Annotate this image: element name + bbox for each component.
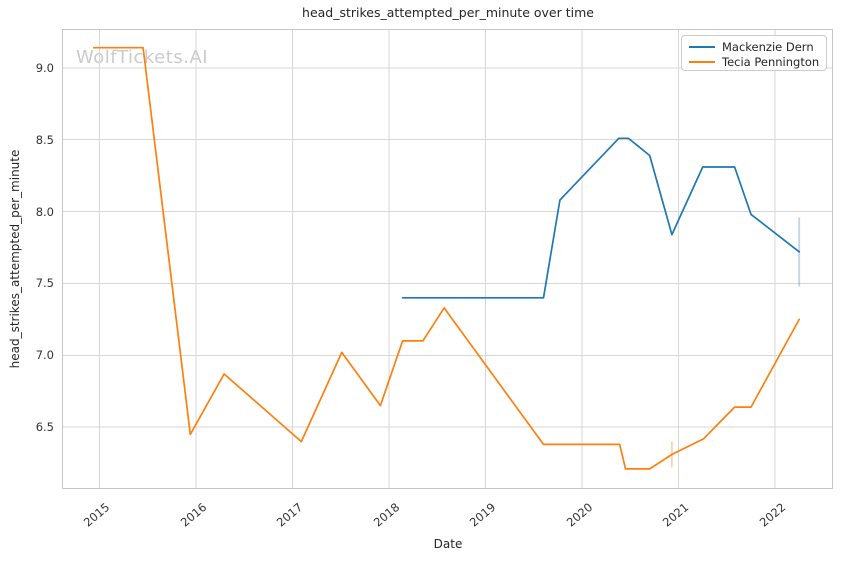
y-tick-label: 8.5 <box>35 132 54 147</box>
x-tick-label: 2018 <box>370 500 403 530</box>
plot-area <box>62 29 833 489</box>
legend-label: Mackenzie Dern <box>722 39 814 54</box>
y-tick-label: 6.5 <box>35 420 54 435</box>
chart-title: head_strikes_attempted_per_minute over t… <box>302 5 594 20</box>
series-line-tecia-pennington <box>92 46 801 470</box>
y-axis-label: head_strikes_attempted_per_minute <box>8 149 22 369</box>
legend-item-tecia-pennington: Tecia Pennington <box>689 54 826 69</box>
x-tick-label: 2019 <box>467 500 499 530</box>
x-tick-label: 2017 <box>274 500 306 530</box>
y-tick-label: 7.0 <box>35 348 54 363</box>
x-tick-label: 2022 <box>756 500 789 530</box>
y-tick-label: 8.0 <box>35 204 54 219</box>
y-tick-label: 7.5 <box>35 276 54 291</box>
x-tick-label: 2020 <box>563 500 596 530</box>
legend: Mackenzie Dern Tecia Pennington <box>681 35 827 71</box>
x-tick-label: 2016 <box>177 500 210 530</box>
y-tick-label: 9.0 <box>35 60 54 75</box>
legend-line-swatch <box>689 60 715 63</box>
x-tick-label: 2015 <box>81 500 113 530</box>
legend-label: Tecia Pennington <box>722 54 820 69</box>
legend-line-swatch <box>689 45 715 48</box>
x-axis-label: Date <box>433 537 463 551</box>
plot-border <box>62 29 833 489</box>
legend-item-mackenzie-dern: Mackenzie Dern <box>689 39 826 54</box>
x-tick-label: 2021 <box>660 500 692 530</box>
watermark-text: WolfTickets.AI <box>76 47 209 68</box>
series-line-mackenzie-dern <box>401 137 801 299</box>
